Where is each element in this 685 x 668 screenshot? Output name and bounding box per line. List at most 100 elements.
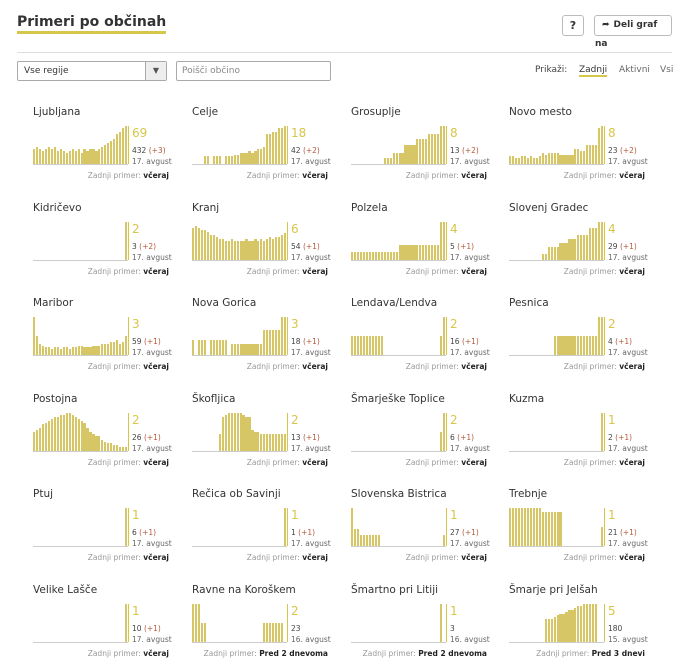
municipality-card[interactable]: Slovenj Gradec 4 29 (+1) 17. avgust Zadnji p… — [509, 202, 659, 286]
view-option-zadnji[interactable]: Zadnji — [579, 65, 608, 77]
municipality-card[interactable]: Polzela 4 5 (+1) 17. avgust Zadnji primer: v… — [351, 202, 501, 286]
help-button[interactable]: ? — [562, 15, 584, 36]
total-cases: 3 (+2) — [132, 242, 156, 251]
municipality-card[interactable]: Maribor 3 59 (+1) 17. avgust Zadnji primer: … — [33, 297, 183, 381]
municipality-card[interactable]: Novo mesto 8 23 (+2) 17. avgust Zadnji prime… — [509, 106, 659, 190]
municipality-card[interactable]: Pesnica 2 4 (+1) 17. avgust Zadnji primer: v… — [509, 297, 659, 381]
chart-bar — [544, 511, 547, 546]
date-label: 15. avgust — [608, 635, 648, 644]
chart-bar — [107, 143, 110, 164]
search-input[interactable]: Poišči občino — [176, 61, 331, 81]
date-label: 17. avgust — [450, 157, 490, 166]
chart-bar — [113, 341, 116, 355]
chart-bar — [44, 347, 48, 355]
municipality-card[interactable]: Škofljica 2 13 (+1) 17. avgust Zadnji primer… — [192, 393, 342, 477]
latest-marker — [287, 317, 288, 355]
chart-bar — [550, 246, 553, 260]
sparkline-chart — [33, 508, 128, 547]
latest-cases: 69 — [132, 126, 148, 140]
delta-value: (+1) — [461, 528, 479, 537]
total-value: 23 — [608, 146, 618, 155]
delta-value: (+1) — [143, 624, 161, 633]
region-select[interactable]: Vse regije ▼ — [17, 61, 167, 81]
chart-bar — [269, 237, 272, 260]
latest-cases: 2 — [291, 604, 299, 618]
municipality-card[interactable]: Nova Gorica 3 18 (+1) 17. avgust Zadnji prim… — [192, 297, 342, 381]
chart-bar — [523, 156, 526, 164]
chart-bar — [553, 511, 556, 546]
latest-cases: 3 — [132, 317, 140, 331]
chart-bar — [422, 139, 425, 164]
chart-bar — [77, 345, 80, 355]
total-cases: 59 (+1) — [132, 337, 161, 346]
chart-bar — [192, 339, 195, 355]
chart-bar — [374, 534, 377, 546]
chart-bar — [281, 127, 284, 164]
latest-marker — [287, 508, 288, 546]
page-title: Primeri po občinah — [17, 14, 167, 34]
municipality-card[interactable]: Ljubljana 69 432 (+3) 17. avgust Zadnji prim… — [33, 106, 183, 190]
chart-bar — [598, 222, 601, 260]
chart-bar — [371, 534, 374, 546]
municipality-card[interactable]: Lendava/Lendva 2 16 (+1) 17. avgust Zadnji p… — [351, 297, 501, 381]
chart-bar — [425, 244, 428, 260]
municipality-card[interactable]: Trebnje 1 21 (+1) 17. avgust Zadnji primer: … — [509, 488, 659, 572]
municipality-card[interactable]: Rečica ob Savinji 1 1 (+1) 17. avgust Zadnji… — [192, 488, 342, 572]
municipality-card[interactable]: Šmarješke Toplice 2 6 (+1) 17. avgust Zadnji… — [351, 393, 501, 477]
municipality-card[interactable]: Šmarje pri Jelšah 5 180 15. avgust Zadnji p… — [509, 584, 659, 668]
municipality-card[interactable]: Kidričevo 2 3 (+2) 17. avgust Zadnji primer:… — [33, 202, 183, 286]
chart-bar — [598, 317, 601, 355]
chart-bar — [580, 605, 583, 642]
municipality-card[interactable]: Grosuplje 8 13 (+2) 17. avgust Zadnji primer… — [351, 106, 501, 190]
total-cases: 26 (+1) — [132, 433, 161, 442]
municipality-card[interactable]: Celje 18 42 (+2) 17. avgust Zadnji primer: v… — [192, 106, 342, 190]
chart-bar — [547, 152, 550, 164]
latest-marker — [604, 222, 605, 260]
chart-bar — [351, 336, 354, 355]
date-label: 17. avgust — [291, 253, 331, 262]
chevron-down-icon[interactable]: ▼ — [145, 62, 166, 80]
chart-bar — [92, 345, 95, 355]
chart-bar — [413, 145, 416, 164]
chart-bar — [368, 336, 371, 355]
chart-bar — [565, 154, 568, 164]
share-button[interactable]: ➦ Deli graf na — [594, 15, 672, 49]
total-cases: 2 (+1) — [608, 433, 632, 442]
view-option-aktivni[interactable]: Aktivni — [619, 65, 650, 75]
last-case-label: Zadnji primer: — [203, 649, 257, 658]
chart-bar — [263, 241, 266, 260]
chart-bar — [275, 330, 278, 355]
chart-bar — [559, 613, 562, 642]
chart-bar — [242, 343, 245, 355]
last-case-label: Zadnji primer: — [405, 267, 459, 276]
date-label: 17. avgust — [132, 444, 172, 453]
municipality-card[interactable]: Slovenska Bistrica 1 27 (+1) 17. avgust Zadn… — [351, 488, 501, 572]
latest-cases: 2 — [608, 317, 616, 331]
municipality-card[interactable]: Kranj 6 54 (+1) 17. avgust Zadnji primer: vč… — [192, 202, 342, 286]
municipality-card[interactable]: Velike Lašče 1 10 (+1) 17. avgust Zadnji pri… — [33, 584, 183, 668]
chart-bar — [200, 229, 204, 260]
chart-bar — [443, 413, 446, 451]
last-case: Zadnji primer: včeraj — [247, 267, 328, 276]
chart-bar — [571, 239, 574, 260]
chart-bar — [44, 148, 48, 164]
chart-bar — [272, 131, 275, 164]
municipality-card[interactable]: Postojna 2 26 (+1) 17. avgust Zadnji primer:… — [33, 393, 183, 477]
municipality-name: Škofljica — [192, 393, 236, 405]
municipality-name: Šmartno pri Litiji — [351, 584, 439, 596]
chart-bar — [266, 330, 269, 355]
delta-value: (+2) — [461, 146, 479, 155]
chart-bar — [254, 239, 257, 260]
view-option-vsi[interactable]: Vsi — [660, 65, 674, 75]
municipality-card[interactable]: Šmartno pri Litiji 1 3 16. avgust Zadnji pr… — [351, 584, 501, 668]
municipality-card[interactable]: Ravne na Koroškem 2 23 16. avgust Zadnji pr… — [192, 584, 342, 668]
last-case-label: Zadnji primer: — [87, 649, 141, 658]
chart-bar — [107, 343, 110, 355]
chart-bar — [278, 330, 281, 355]
municipality-card[interactable]: Kuzma 1 2 (+1) 17. avgust Zadnji primer: vče… — [509, 393, 659, 477]
latest-marker — [128, 604, 129, 642]
chart-bar — [410, 145, 413, 164]
municipality-card[interactable]: Ptuj 1 6 (+1) 17. avgust Zadnji primer: včer… — [33, 488, 183, 572]
date-label: 17. avgust — [450, 253, 490, 262]
chart-bar — [215, 339, 218, 355]
